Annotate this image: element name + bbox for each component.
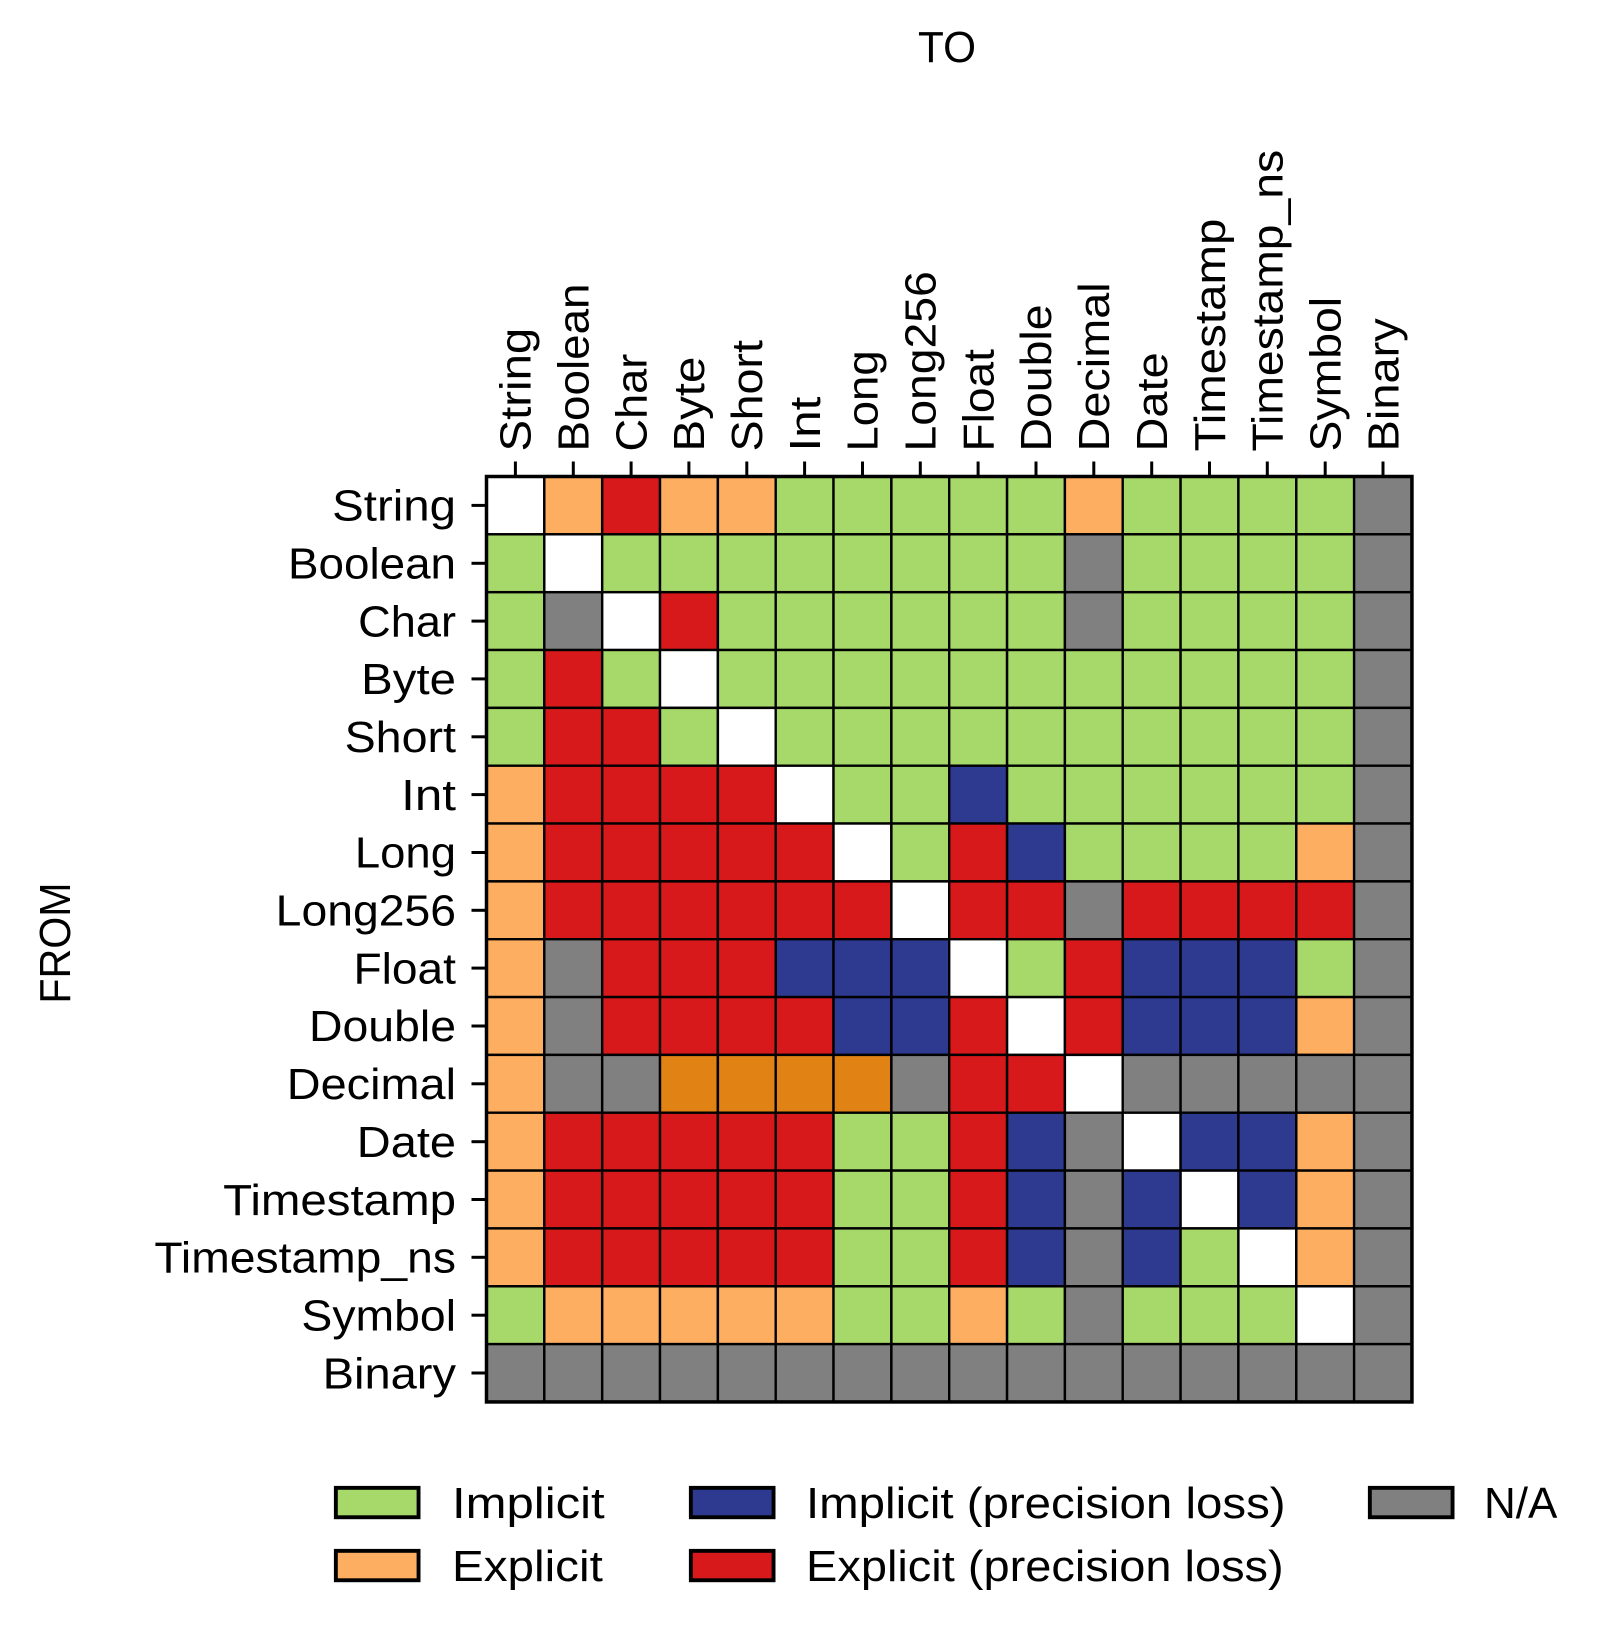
svg-text:Int: Int: [401, 771, 456, 820]
svg-text:Explicit: Explicit: [452, 1542, 603, 1591]
svg-text:Byte: Byte: [361, 655, 456, 704]
svg-text:Timestamp: Timestamp: [1186, 219, 1235, 452]
svg-text:Short: Short: [345, 713, 456, 762]
svg-text:Byte: Byte: [665, 357, 714, 452]
svg-text:Explicit (precision loss): Explicit (precision loss): [806, 1542, 1284, 1591]
svg-text:Date: Date: [357, 1118, 456, 1167]
svg-text:Timestamp: Timestamp: [223, 1176, 456, 1225]
svg-text:Binary: Binary: [323, 1349, 456, 1398]
svg-text:Date: Date: [1128, 352, 1177, 451]
svg-text:Long256: Long256: [276, 887, 456, 936]
svg-text:Symbol: Symbol: [301, 1291, 456, 1340]
svg-text:Decimal: Decimal: [287, 1060, 456, 1109]
svg-text:Boolean: Boolean: [288, 540, 456, 589]
svg-text:Short: Short: [723, 340, 772, 451]
svg-text:Char: Char: [358, 597, 456, 646]
svg-text:Int: Int: [781, 397, 830, 452]
svg-text:N/A: N/A: [1484, 1479, 1558, 1528]
svg-text:Char: Char: [607, 354, 656, 452]
svg-text:Long256: Long256: [897, 271, 946, 451]
svg-text:Long: Long: [355, 829, 456, 878]
svg-text:Boolean: Boolean: [550, 284, 599, 452]
svg-text:String: String: [492, 328, 541, 452]
svg-text:Implicit: Implicit: [452, 1479, 605, 1528]
svg-text:Timestamp_ns: Timestamp_ns: [154, 1234, 456, 1283]
svg-text:TO: TO: [918, 23, 976, 72]
svg-text:Float: Float: [954, 349, 1003, 452]
svg-text:Binary: Binary: [1359, 318, 1408, 451]
svg-text:Timestamp_ns: Timestamp_ns: [1244, 150, 1293, 452]
svg-text:Long: Long: [839, 350, 888, 451]
svg-text:FROM: FROM: [31, 882, 80, 1003]
svg-text:Double: Double: [1012, 305, 1061, 452]
svg-text:Double: Double: [309, 1002, 456, 1051]
svg-text:Decimal: Decimal: [1070, 282, 1119, 451]
svg-text:Symbol: Symbol: [1301, 297, 1350, 452]
svg-text:Implicit (precision loss): Implicit (precision loss): [806, 1479, 1286, 1528]
svg-text:Float: Float: [354, 944, 457, 993]
svg-text:String: String: [332, 482, 456, 531]
